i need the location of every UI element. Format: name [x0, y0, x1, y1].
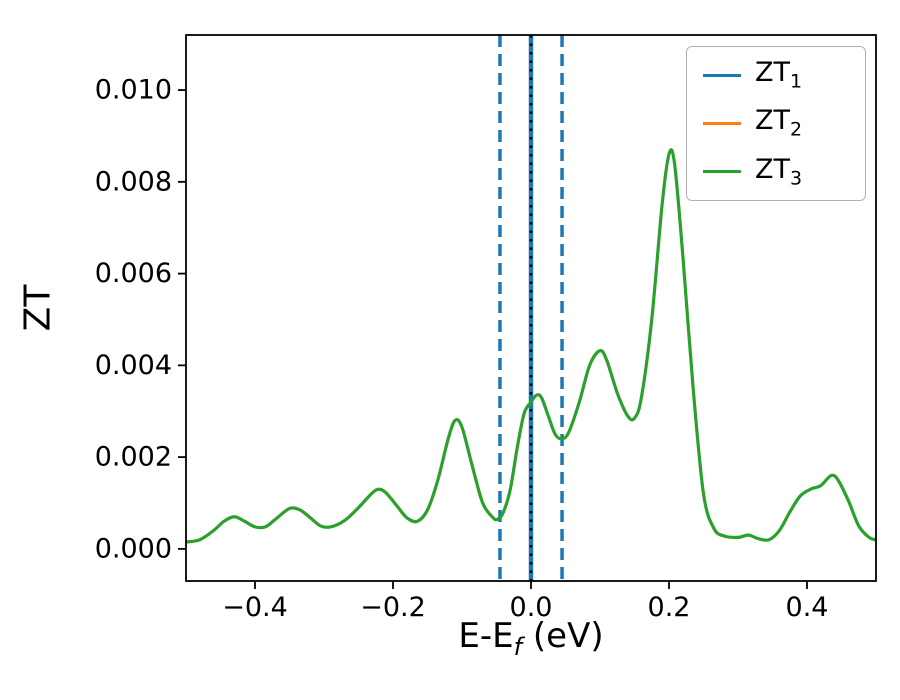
zt1-legend-line-icon [703, 73, 741, 77]
legend: ZT1 ZT2 ZT3 [686, 46, 866, 202]
y-tick-label: 0.006 [95, 258, 172, 289]
x-tick-label: −0.4 [222, 592, 288, 623]
x-axis-label-main: E-E [458, 616, 514, 656]
zt3-line [186, 148, 876, 544]
zt2-legend-line-icon [703, 122, 741, 126]
y-tick-label: 0.010 [95, 75, 172, 106]
legend-label-zt3: ZT3 [755, 153, 803, 190]
legend-label-zt2: ZT2 [755, 105, 803, 141]
x-tick-label: 0.4 [786, 592, 829, 623]
x-axis-label-rest: (eV) [522, 616, 604, 656]
legend-item-zt1: ZT1 [703, 59, 849, 91]
legend-item-zt2: ZT2 [703, 107, 849, 139]
x-tick-label: 0.0 [510, 592, 553, 623]
legend-item-zt3: ZT3 [703, 156, 849, 188]
y-tick-label: 0.000 [95, 533, 172, 564]
y-tick-label: 0.004 [95, 350, 172, 381]
zt3-legend-line-icon [703, 170, 741, 174]
x-tick-label: 0.2 [648, 592, 691, 623]
x-tick-label: −0.2 [360, 592, 426, 623]
y-tick-label: 0.008 [95, 166, 172, 197]
x-axis-label-sub: f [513, 632, 523, 661]
y-tick-label: 0.002 [95, 442, 172, 473]
y-axis-label: ZT [17, 284, 59, 332]
x-axis-label: E-Ef (eV) [458, 616, 603, 661]
legend-label-zt1: ZT1 [755, 57, 803, 93]
